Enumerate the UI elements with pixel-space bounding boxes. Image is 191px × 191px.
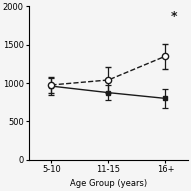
- Text: *: *: [171, 10, 177, 23]
- X-axis label: Age Group (years): Age Group (years): [70, 179, 147, 188]
